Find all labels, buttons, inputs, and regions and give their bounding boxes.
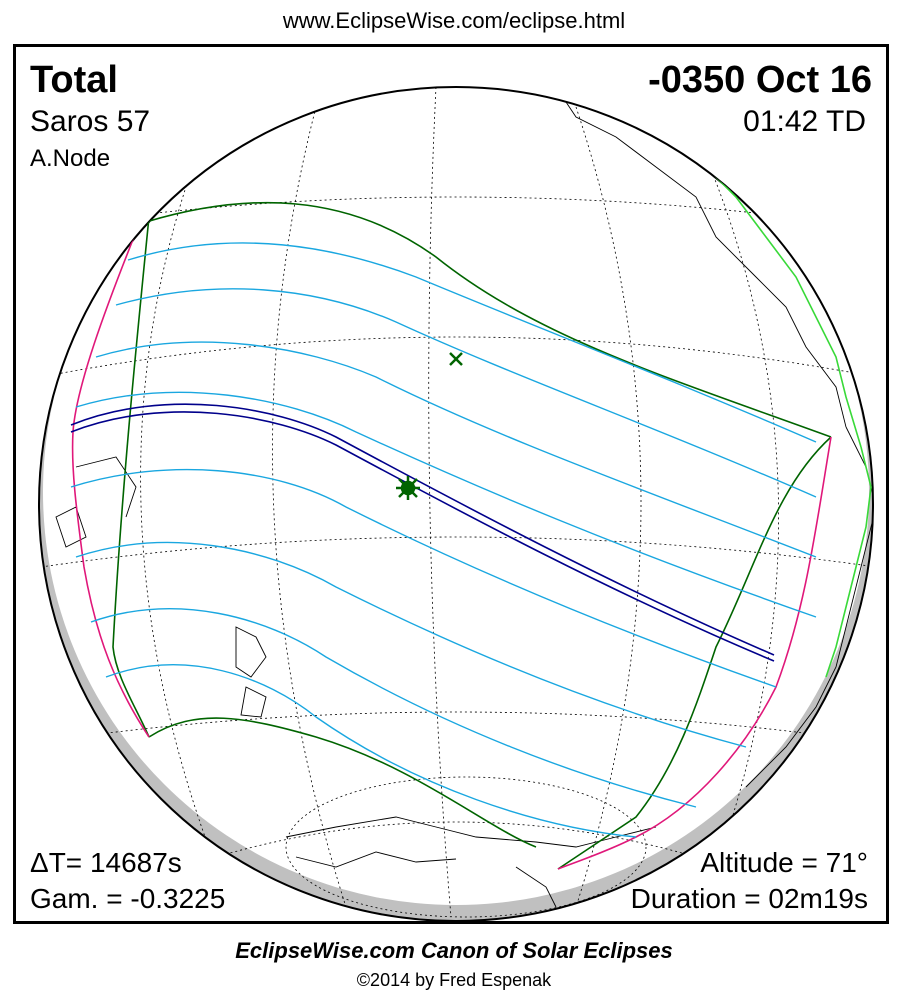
- eclipse-time: 01:42 TD: [743, 105, 866, 138]
- rise-set-curves: [71, 231, 832, 870]
- partial-eclipse-lines: [70, 242, 817, 838]
- site-url: www.EclipseWise.com/eclipse.html: [282, 8, 626, 33]
- graticule: [40, 87, 873, 918]
- green-asterisk-icon: [396, 476, 420, 500]
- eclipse-date: -0350 Oct 16: [648, 59, 872, 101]
- copyright: ©2014 by Fred Espenak: [356, 970, 552, 990]
- sun-altitude: Altitude = 71°: [700, 847, 868, 878]
- totality-duration: Duration = 02m19s: [630, 883, 868, 914]
- coastlines: [55, 87, 873, 908]
- eclipse-type: Total: [30, 59, 118, 101]
- globe-map: [38, 79, 874, 921]
- penumbral-limits: [112, 201, 832, 870]
- globe-outline: [38, 86, 874, 921]
- eclipse-map-frame: Total -0350 Oct 16 Saros 57 01:42 TD A.N…: [13, 44, 889, 924]
- gamma-value: Gam. = -0.3225: [30, 883, 226, 914]
- canon-title: EclipseWise.com Canon of Solar Eclipses: [235, 938, 673, 963]
- delta-t: ΔT= 14687s: [30, 847, 182, 878]
- green-x-icon: [449, 352, 463, 366]
- night-shading: [39, 79, 873, 921]
- path-of-totality: [70, 403, 775, 662]
- node-label: A.Node: [30, 145, 111, 172]
- saros-number: Saros 57: [30, 105, 151, 138]
